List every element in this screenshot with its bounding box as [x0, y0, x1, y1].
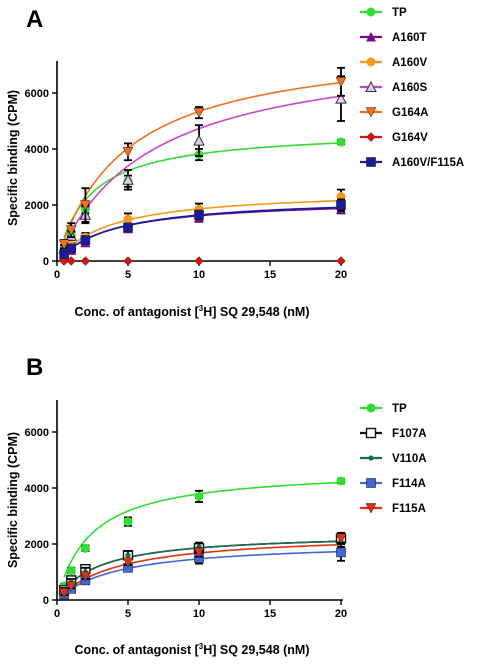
legend-marker-f107a: [365, 427, 377, 439]
legend-label-a160s: A160S: [392, 82, 427, 94]
data-point-a160v: [123, 214, 133, 224]
x-tick-label: 15: [264, 608, 276, 620]
y-tick-label: 0: [43, 256, 49, 268]
data-point-g164a: [65, 225, 77, 236]
y-axis-title: Specific binding (CPM): [6, 90, 20, 226]
fit-curves: [63, 481, 342, 595]
x-tick-label: 20: [335, 608, 347, 620]
x-tick-label: 0: [54, 608, 60, 620]
data-point-g164v: [66, 256, 77, 266]
legend-marker-f115a: [365, 503, 377, 514]
panel-letter: B: [26, 354, 43, 381]
data-point-tp: [80, 543, 90, 553]
data-point-g164a: [79, 200, 91, 211]
data-point-f114a: [336, 547, 346, 558]
data-point-f115a: [335, 533, 347, 544]
x-tick-label: 20: [335, 269, 347, 281]
y-axis-title: Specific binding (CPM): [6, 432, 20, 568]
legend-label-g164a: G164A: [392, 107, 428, 119]
x-tick-label: 15: [264, 269, 276, 281]
data-point-f115a: [79, 571, 91, 582]
data-point-a160s: [122, 173, 134, 185]
data-point-g164a: [122, 147, 134, 158]
x-tick-label: 0: [54, 269, 60, 281]
x-tick-label: 10: [193, 608, 205, 620]
data-point-a160v-f115a: [336, 200, 346, 210]
data-points: [58, 66, 347, 266]
data-point-g164v: [123, 256, 133, 266]
y-tick-label: 6000: [25, 427, 49, 439]
data-point-f115a: [58, 588, 70, 599]
y-tick-label: 2000: [25, 200, 49, 212]
data-point-g164v: [194, 256, 204, 266]
data-point-a160v-f115a: [194, 210, 204, 220]
data-point-g164v: [336, 256, 346, 266]
legend-marker-tp: [366, 7, 376, 17]
legend-marker-a160v-f115a: [366, 157, 376, 167]
y-tick-label: 4000: [25, 483, 49, 495]
legend-marker-a160v: [366, 57, 376, 67]
legend-label-a160v: A160V: [392, 57, 427, 69]
fit-curve-tp: [63, 481, 342, 578]
legend-label-g164v: G164V: [392, 132, 428, 144]
legend-marker-v110a: [368, 455, 374, 461]
legend-label-a160t: A160T: [392, 32, 427, 44]
panel-a: A Specific binding (CPM) Conc. of antago…: [6, 6, 464, 319]
legend-marker-a160s: [365, 80, 377, 92]
legend-marker-f114a: [366, 478, 376, 488]
x-axis-title: Conc. of antagonist [3H] SQ 29,548 (nM): [74, 304, 309, 319]
y-tick-label: 4000: [25, 144, 49, 156]
legend: TP A160T A160V A160S G164A G164V A160V/F115A: [360, 7, 464, 169]
legend-marker-g164v: [366, 132, 376, 142]
legend-marker-g164a: [365, 107, 377, 118]
data-point-tp: [66, 566, 76, 576]
legend-label-a160v-f115a: A160V/F115A: [392, 157, 464, 169]
legend-label-f115a: F115A: [392, 503, 426, 515]
axes: 0 5 10 15 20 0 2000 4000 6000: [25, 61, 347, 281]
data-point-f115a: [65, 581, 77, 592]
x-tick-label: 5: [125, 269, 131, 281]
axes: 0 5 10 15 20 0 2000 4000 6000: [25, 400, 347, 620]
data-points: [58, 476, 347, 600]
x-tick-label: 10: [193, 269, 205, 281]
legend-label-f114a: F114A: [392, 478, 426, 490]
data-point-a160v-f115a: [123, 222, 133, 233]
data-point-tp: [194, 491, 204, 501]
data-point-a160s: [193, 134, 205, 146]
y-tick-label: 0: [43, 595, 49, 607]
data-point-f115a: [122, 557, 134, 568]
x-tick-label: 5: [125, 608, 131, 620]
panel-letter: A: [26, 6, 43, 33]
data-point-a160v-f115a: [80, 235, 91, 245]
data-point-tp: [123, 517, 133, 527]
panel-b: B Specific binding (CPM) Conc. of antago…: [6, 354, 427, 657]
legend-label-tp: TP: [392, 403, 407, 415]
legend-marker-tp: [366, 403, 376, 413]
legend-label-v110a: V110A: [392, 453, 427, 465]
data-point-a160s: [335, 92, 347, 104]
data-point-g164a: [193, 107, 205, 119]
data-point-f115a: [193, 547, 205, 558]
fit-curve-a160s: [63, 95, 342, 246]
data-point-a160v-f115a: [59, 249, 69, 259]
legend-marker-a160t: [366, 32, 376, 42]
data-point-g164a: [335, 77, 347, 88]
x-axis-title: Conc. of antagonist [3H] SQ 29,548 (nM): [74, 642, 309, 657]
y-tick-label: 6000: [25, 88, 49, 100]
data-point-tp: [336, 476, 346, 486]
data-point-a160v-f115a: [66, 243, 76, 254]
legend-label-f107a: F107A: [392, 428, 427, 440]
data-point-g164v: [80, 256, 91, 266]
data-point-tp: [336, 137, 346, 147]
legend-label-tp: TP: [392, 7, 407, 19]
legend: TP F107A V110A F114A F115A: [360, 403, 427, 515]
data-point-v110a: [125, 552, 131, 558]
y-tick-label: 2000: [25, 539, 49, 551]
